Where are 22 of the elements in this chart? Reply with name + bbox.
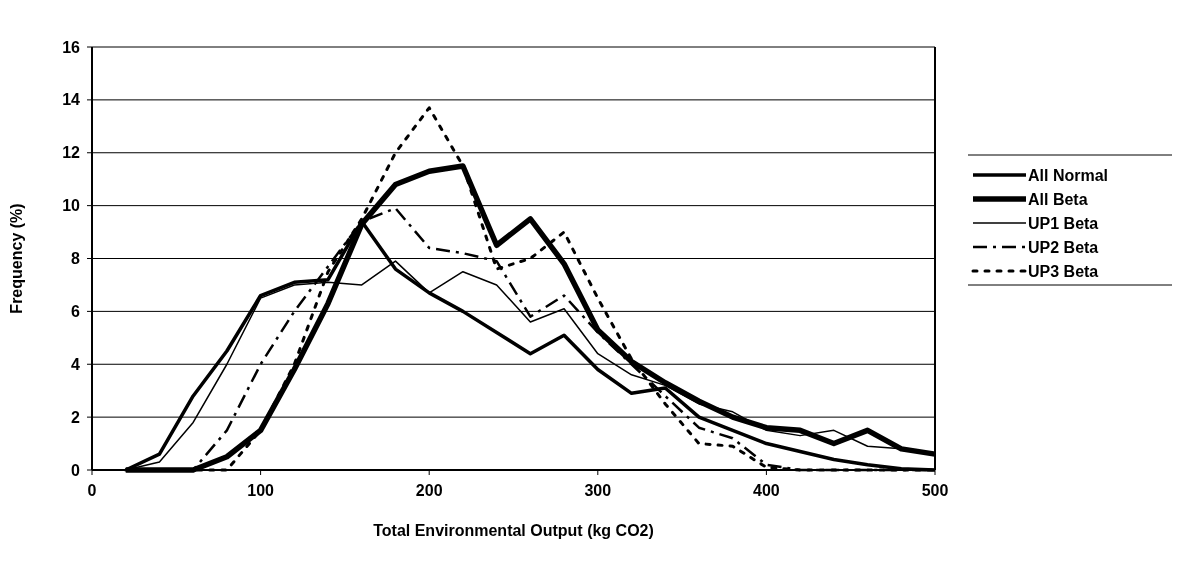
x-tick-label: 200 (415, 482, 443, 499)
y-tick-label: 8 (71, 250, 81, 268)
x-tick-label: 0 (87, 482, 97, 499)
y-axis-title: Frequency (%) (8, 203, 25, 314)
y-tick-label: 14 (62, 91, 81, 109)
y-tick-label: 16 (62, 38, 81, 56)
y-tick-label: 6 (71, 302, 81, 320)
y-tick-label: 4 (71, 355, 81, 373)
y-tick-label: 2 (71, 408, 81, 426)
x-tick-label: 400 (753, 482, 780, 499)
y-tick-label: 10 (62, 197, 81, 215)
x-tick-label: 500 (921, 482, 949, 499)
y-tick-label: 12 (62, 144, 81, 162)
legend-label: UP3 Beta (1028, 262, 1099, 280)
x-axis-title: Total Environmental Output (kg CO2) (373, 522, 654, 539)
x-tick-label: 100 (247, 482, 275, 499)
x-tick-label: 300 (584, 482, 612, 499)
y-tick-label: 0 (71, 461, 81, 479)
legend-label: UP1 Beta (1028, 214, 1099, 232)
legend-label: All Beta (1028, 190, 1088, 208)
legend-label: All Normal (1028, 166, 1109, 184)
legend-label: UP2 Beta (1028, 238, 1099, 256)
